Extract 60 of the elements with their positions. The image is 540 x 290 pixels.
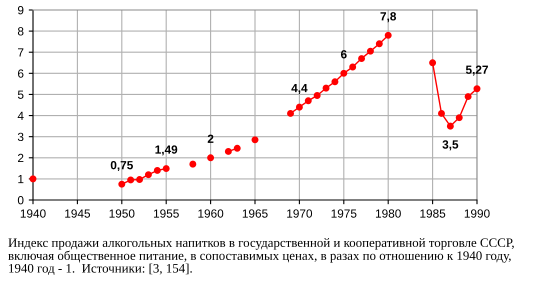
data-label: 7,8 bbox=[380, 12, 396, 22]
point bbox=[224, 148, 232, 155]
point bbox=[429, 59, 436, 66]
point bbox=[144, 171, 152, 178]
point bbox=[287, 110, 294, 117]
point bbox=[340, 70, 348, 77]
point bbox=[30, 175, 36, 182]
x-tick-label: 1985 bbox=[420, 209, 446, 218]
data-label: 0,75 bbox=[110, 160, 133, 172]
point bbox=[349, 64, 356, 70]
point bbox=[464, 93, 472, 100]
point bbox=[207, 154, 214, 162]
point bbox=[446, 122, 454, 130]
point bbox=[322, 84, 330, 92]
x-tick-label: 1965 bbox=[242, 209, 268, 218]
x-tick-label: 1990 bbox=[464, 209, 490, 218]
data-label: 3,5 bbox=[442, 140, 458, 150]
point bbox=[136, 176, 144, 183]
point bbox=[438, 110, 445, 117]
y-tick-label: 6 bbox=[18, 69, 24, 78]
point bbox=[162, 165, 170, 172]
data-label: 5,27 bbox=[466, 66, 488, 76]
x-tick-label: 1960 bbox=[198, 209, 224, 218]
x-tick-label: 1970 bbox=[287, 209, 312, 218]
y-tick-label: 0 bbox=[18, 196, 24, 204]
y-tick-label: 5 bbox=[18, 90, 24, 99]
point bbox=[376, 40, 383, 48]
x-tick-label: 1980 bbox=[376, 209, 401, 218]
point bbox=[189, 160, 196, 168]
data-label: 2 bbox=[208, 134, 214, 143]
y-tick-label: 4 bbox=[18, 112, 24, 120]
point bbox=[474, 85, 480, 92]
y-tick-label: 3 bbox=[18, 132, 24, 142]
x-tick-label: 1955 bbox=[154, 209, 179, 218]
text: Индекс продажи алкогольных напитков в государственной и кооперативной торговле СССР, включая общественное питание, в сопоставимых ценах, в разах по отношению к 1940 году, 1940 год - 1. Источники: [3, 154]. bbox=[8, 238, 514, 276]
point bbox=[154, 166, 161, 174]
point bbox=[127, 176, 134, 184]
x-tick-label: 1950 bbox=[110, 209, 134, 218]
data-label: 6 bbox=[340, 50, 347, 58]
y-tick-label: 1 bbox=[18, 175, 24, 184]
point bbox=[296, 104, 303, 111]
point bbox=[331, 78, 338, 86]
x-tick-label: 1975 bbox=[332, 209, 356, 218]
y-tick-label: 2 bbox=[18, 154, 24, 162]
x-tick-label: 1945 bbox=[65, 209, 90, 218]
point bbox=[304, 97, 312, 104]
point bbox=[234, 144, 241, 152]
point bbox=[384, 32, 392, 39]
point bbox=[358, 55, 366, 62]
y-tick-label: 8 bbox=[18, 27, 24, 36]
x-tick-label: 1940 bbox=[20, 209, 46, 218]
y-tick-label: 7 bbox=[18, 48, 24, 56]
point bbox=[456, 114, 463, 122]
y-tick-label: 9 bbox=[18, 6, 24, 14]
point bbox=[118, 180, 126, 188]
point bbox=[366, 48, 374, 55]
point bbox=[252, 136, 258, 144]
data-label: 4,4 bbox=[291, 84, 308, 94]
data-label: 1,49 bbox=[155, 145, 178, 156]
point bbox=[314, 92, 321, 99]
